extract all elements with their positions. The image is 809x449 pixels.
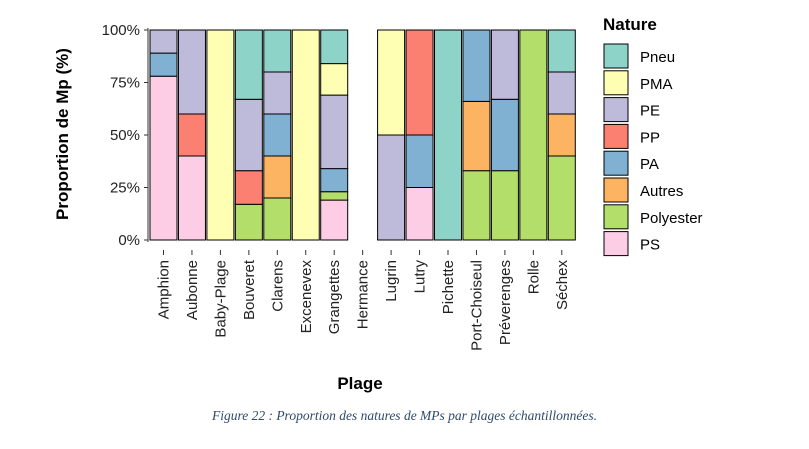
bar-segment: [149, 75, 178, 241]
x-tick-label: Baby-Plage: [212, 260, 229, 338]
bar-segment: [490, 29, 519, 100]
bar-segment: [462, 170, 491, 241]
bar-segment: [234, 203, 263, 241]
bar-segment: [149, 52, 178, 77]
bar-segment: [519, 29, 548, 241]
legend-swatch: [603, 70, 629, 96]
legend-label: PS: [640, 237, 660, 254]
x-tick-label: Hermance: [355, 260, 372, 329]
x-tick-label: Grangettes: [326, 260, 343, 334]
legend-label: PA: [640, 156, 659, 173]
legend-swatch: [603, 150, 629, 176]
bar-segment: [547, 113, 576, 157]
legend-title: Nature: [603, 15, 657, 34]
x-tick-label: Préverenges: [497, 260, 514, 345]
y-tick-label: 0%: [118, 232, 140, 249]
bar-segment: [320, 199, 349, 241]
bar-segment: [234, 29, 263, 100]
legend: Nature Pneu PMA PE PP PA Autres Polyester PS: [603, 15, 703, 257]
bar-segment: [291, 29, 320, 241]
legend-label: PMA: [640, 76, 673, 93]
bar-segment: [320, 191, 349, 201]
x-tick-label: Excenevex: [298, 260, 315, 334]
bar-segment: [234, 170, 263, 205]
figure-caption: Figure 22 : Proportion des natures de MP…: [211, 408, 598, 423]
bar-segment: [462, 29, 491, 102]
x-tick-label: Lugrin: [383, 260, 400, 302]
legend-swatch: [603, 97, 629, 123]
x-tick-label: Séchex: [554, 260, 571, 311]
bar-segment: [434, 29, 462, 241]
y-tick-label: 75%: [110, 75, 140, 92]
bar-segment: [320, 29, 349, 65]
bar-segment: [177, 155, 206, 241]
bar-segment: [320, 63, 349, 96]
y-axis-title: Proportion de Mp (%): [53, 48, 72, 220]
legend-swatch: [603, 204, 629, 230]
x-tick-label: Rolle: [525, 260, 542, 294]
bar-segment: [405, 29, 434, 136]
bar-segment: [177, 113, 206, 157]
x-tick-label: Port-Choiseul: [468, 260, 485, 351]
bars: [149, 29, 576, 241]
bar-segment: [263, 71, 292, 115]
x-tick-label: Bouveret: [241, 259, 258, 320]
bar-segment: [149, 29, 178, 54]
bar-segment: [377, 29, 406, 136]
y-tick-label: 100%: [102, 22, 140, 39]
legend-label: Pneu: [640, 49, 675, 66]
bar-segment: [320, 168, 349, 193]
x-axis: Amphion Aubonne Baby-Plage Bouveret Clarens E…: [156, 250, 571, 351]
legend-swatch: [603, 43, 629, 69]
x-tick-label: Pichette: [440, 260, 457, 314]
bar-segment: [263, 113, 292, 157]
y-axis: 0% 25% 50% 75% 100%: [102, 22, 149, 249]
bar-segment: [234, 98, 263, 172]
bar-segment: [547, 155, 576, 241]
legend-label: PE: [640, 103, 660, 120]
x-tick-label: Clarens: [269, 260, 286, 312]
x-tick-label: Amphion: [156, 260, 173, 319]
bar-segment: [263, 29, 292, 73]
bar-segment: [490, 170, 519, 241]
bar-segment: [405, 187, 434, 241]
bar-segment: [405, 134, 434, 188]
x-axis-title: Plage: [337, 374, 382, 393]
bar-segment: [263, 155, 292, 199]
legend-label: PP: [640, 129, 660, 146]
y-tick-label: 50%: [110, 127, 140, 144]
legend-swatch: [603, 123, 629, 149]
legend-swatch: [603, 177, 629, 203]
bar-segment: [547, 71, 576, 115]
y-tick-label: 25%: [110, 180, 140, 197]
bar-segment: [547, 29, 576, 73]
bar-segment: [263, 197, 292, 241]
bar-segment: [462, 100, 491, 172]
x-tick-label: Aubonne: [184, 260, 201, 320]
legend-label: Autres: [640, 183, 683, 200]
legend-label: Polyester: [640, 210, 703, 227]
legend-swatch: [603, 231, 629, 257]
bar-segment: [177, 29, 206, 115]
bar-segment: [377, 134, 406, 241]
bar-segment: [206, 29, 235, 241]
bar-segment: [320, 94, 349, 170]
x-tick-label: Lutry: [412, 260, 429, 294]
bar-segment: [490, 98, 519, 172]
